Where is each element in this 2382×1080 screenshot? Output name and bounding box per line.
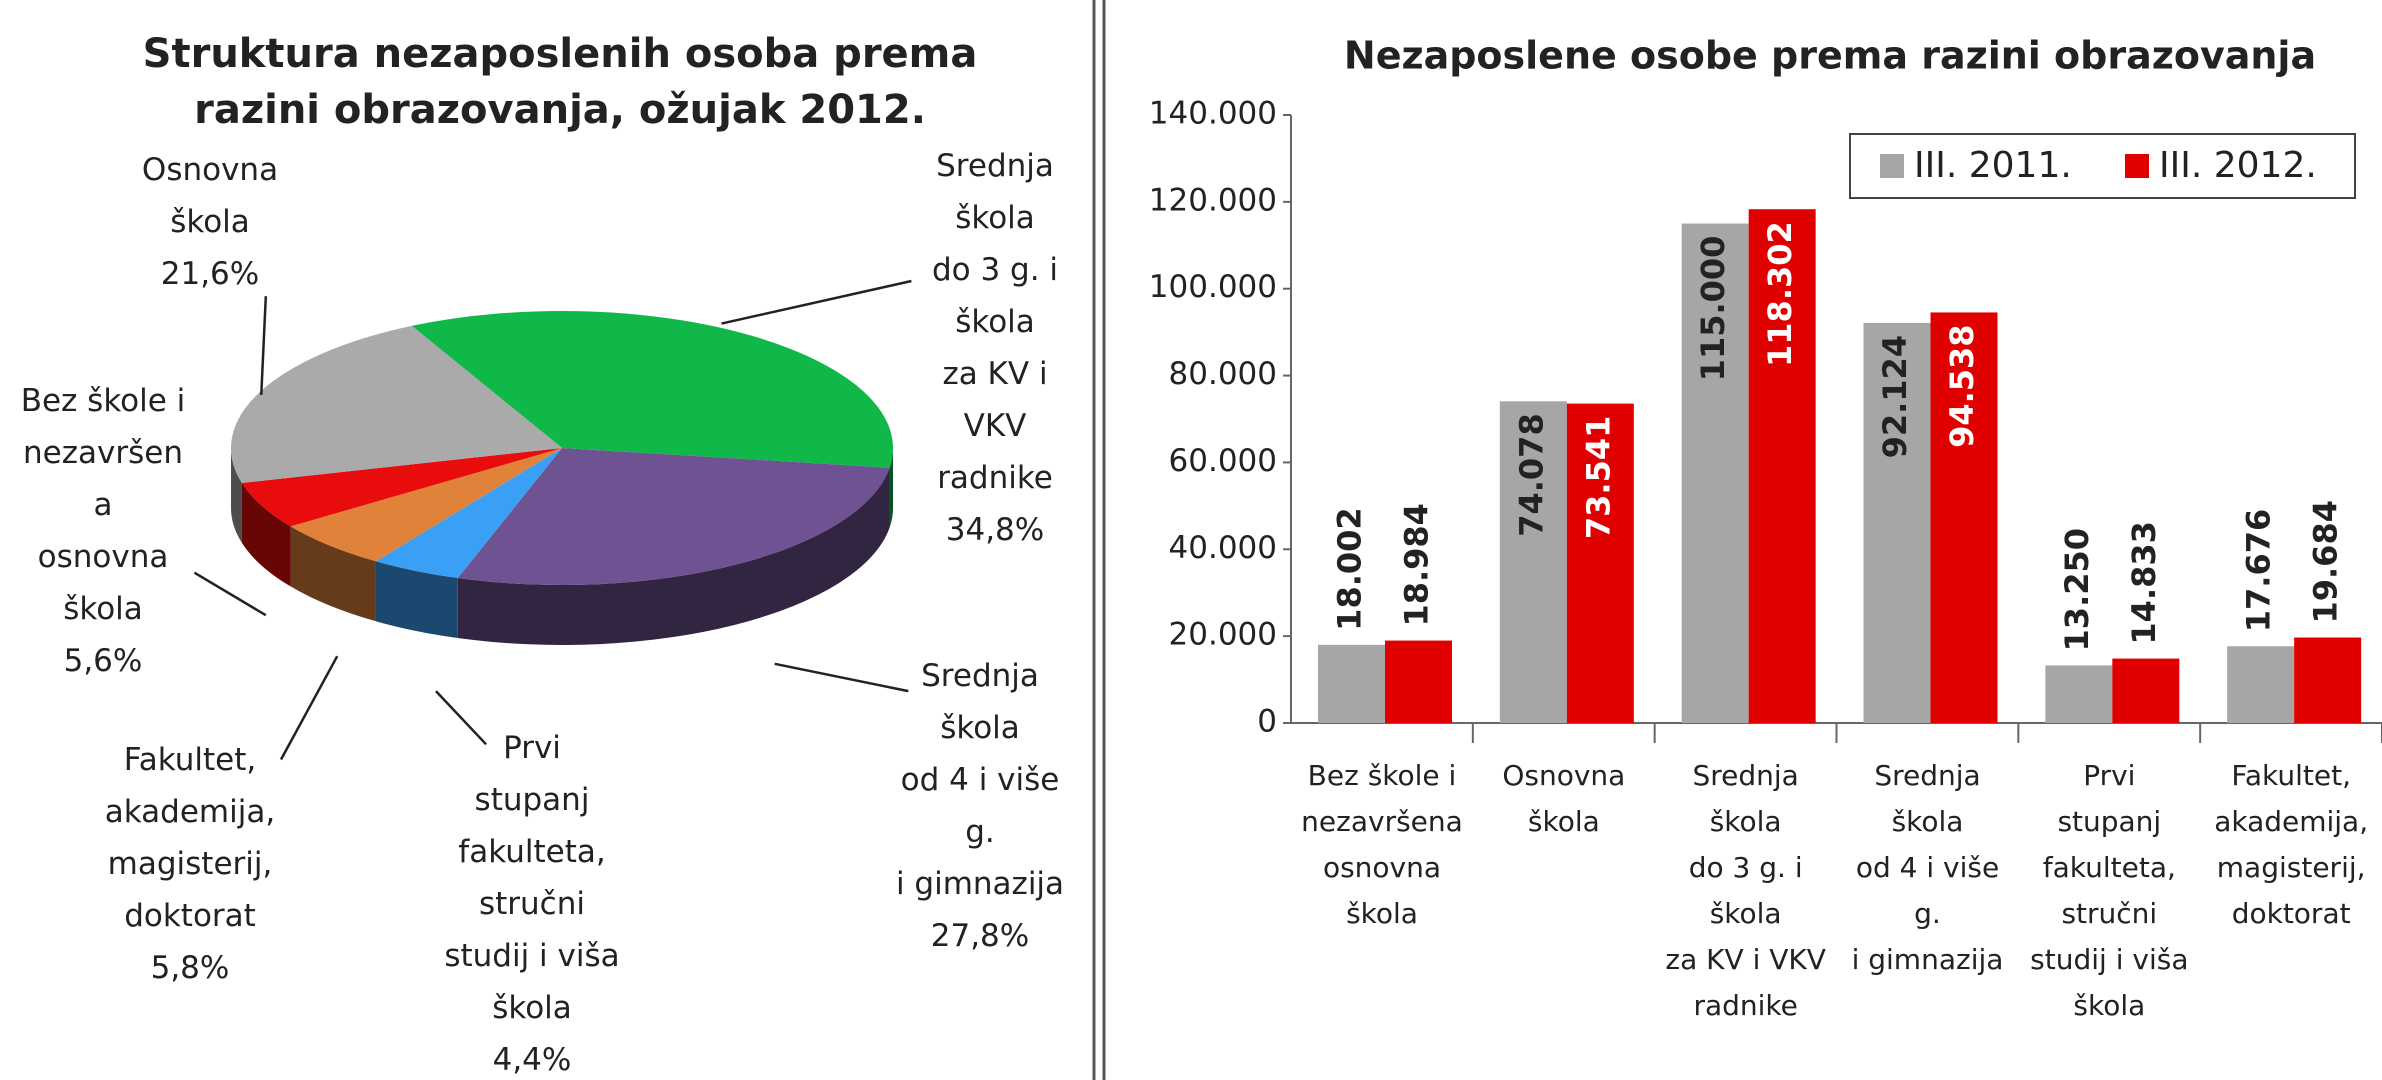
bar	[1930, 312, 1998, 723]
slice-label: Srednja škola do 3 g. i škola za KV i VK…	[845, 140, 1145, 556]
value-label: 34,8%	[945, 512, 1045, 548]
y-tick-label: 140.000	[1149, 96, 1277, 132]
slice	[290, 448, 562, 562]
leader-line	[774, 662, 909, 693]
legend-label: III. 2011.	[1914, 145, 2072, 186]
slice-label: Osnovna škola 21,6%	[60, 144, 360, 300]
slice-side	[231, 448, 242, 543]
slice	[411, 311, 893, 468]
value-label: 74.078	[1512, 413, 1550, 536]
leader-line	[435, 690, 487, 746]
slice	[457, 448, 890, 585]
bar	[1318, 644, 1385, 723]
slice-label: Prvi stupanj fakulteta, stručni studij i…	[382, 722, 682, 1080]
bar	[1863, 322, 1931, 723]
value-label: 18.002	[1331, 507, 1369, 630]
y-tick-label: 100.000	[1149, 269, 1277, 305]
bar	[1499, 401, 1567, 723]
value-label: 115.000	[1694, 236, 1732, 382]
x-tick-label: Bez škole i nezavršena osnovna škola	[1301, 759, 1463, 930]
x-tick-label: Osnovna škola	[1502, 759, 1626, 838]
bar	[1385, 640, 1452, 723]
legend-swatch	[1880, 154, 1904, 178]
value-label: 17.676	[2240, 509, 2278, 632]
value-label: 18.984	[1398, 503, 1436, 626]
slice	[375, 448, 562, 579]
chart-title: Nezaposlene osobe prema razini obrazovan…	[1344, 34, 2316, 78]
leader-line	[193, 571, 267, 617]
bar	[1681, 223, 1749, 724]
bar	[2294, 637, 2362, 723]
bar	[1566, 403, 1634, 723]
category-label: Prvi stupanj fakulteta, stručni studij i…	[444, 730, 620, 1026]
y-tick-label: 80.000	[1169, 356, 1277, 392]
value-label: 13.250	[2058, 528, 2096, 651]
legend-box	[1849, 133, 2356, 199]
category-label: Srednja škola od 4 i više g. i gimnazija	[895, 658, 1065, 902]
leader-line	[721, 279, 912, 325]
leader-line	[260, 296, 268, 395]
y-tick-label: 20.000	[1169, 617, 1277, 653]
value-label: 5,8%	[150, 950, 230, 986]
leader-line	[279, 655, 339, 761]
value-label: 4,4%	[492, 1042, 572, 1078]
value-label: 73.541	[1579, 416, 1617, 539]
value-label: 94.538	[1943, 324, 1981, 447]
slice-side	[457, 467, 890, 645]
slice	[231, 325, 562, 483]
slice	[241, 448, 563, 527]
value-label: 14.833	[2125, 521, 2163, 644]
category-label: Fakultet, akademija, magisterij, doktora…	[104, 742, 276, 934]
x-tick-label: Prvi stupanj fakulteta, stručni studij i…	[2030, 759, 2189, 1022]
value-label: 21,6%	[160, 256, 260, 292]
bar	[2045, 665, 2113, 723]
slice-side	[290, 526, 376, 622]
slice-side	[889, 448, 893, 528]
value-label: 19.684	[2307, 500, 2345, 623]
chart-title: Struktura nezaposlenih osoba prema razin…	[142, 31, 978, 133]
slice-label: Fakultet, akademija, magisterij, doktora…	[40, 734, 340, 994]
value-label: 5,6%	[63, 643, 143, 679]
value-label: 118.302	[1761, 221, 1799, 367]
legend-swatch	[2125, 154, 2149, 178]
category-label: Osnovna škola	[141, 152, 279, 240]
bar	[1748, 209, 1816, 723]
y-tick-label: 0	[1257, 704, 1277, 740]
legend-label: III. 2012.	[2159, 145, 2317, 186]
x-tick-label: Srednja škola od 4 i više g. i gimnazija	[1851, 759, 2004, 976]
bar	[2112, 658, 2180, 723]
y-tick-label: 120.000	[1149, 182, 1277, 218]
category-label: Bez škole i nezavršen a osnovna škola	[20, 383, 186, 627]
value-label: 27,8%	[930, 918, 1030, 954]
x-tick-label: Srednja škola do 3 g. i škola za KV i VK…	[1665, 759, 1826, 1022]
slice-side	[241, 482, 291, 587]
slice-side	[375, 561, 458, 639]
bar	[2227, 646, 2295, 723]
value-label: 92.124	[1876, 335, 1914, 458]
category-label: Srednja škola do 3 g. i škola za KV i VK…	[931, 148, 1059, 496]
x-tick-label: Fakultet, akademija, magisterij, doktora…	[2214, 759, 2369, 930]
slice-label: Bez škole i nezavršen a osnovna škola 5,6…	[0, 375, 253, 687]
y-tick-label: 60.000	[1169, 443, 1277, 479]
y-tick-label: 40.000	[1169, 530, 1277, 566]
slice-label: Srednja škola od 4 i više g. i gimnazija…	[830, 650, 1130, 962]
